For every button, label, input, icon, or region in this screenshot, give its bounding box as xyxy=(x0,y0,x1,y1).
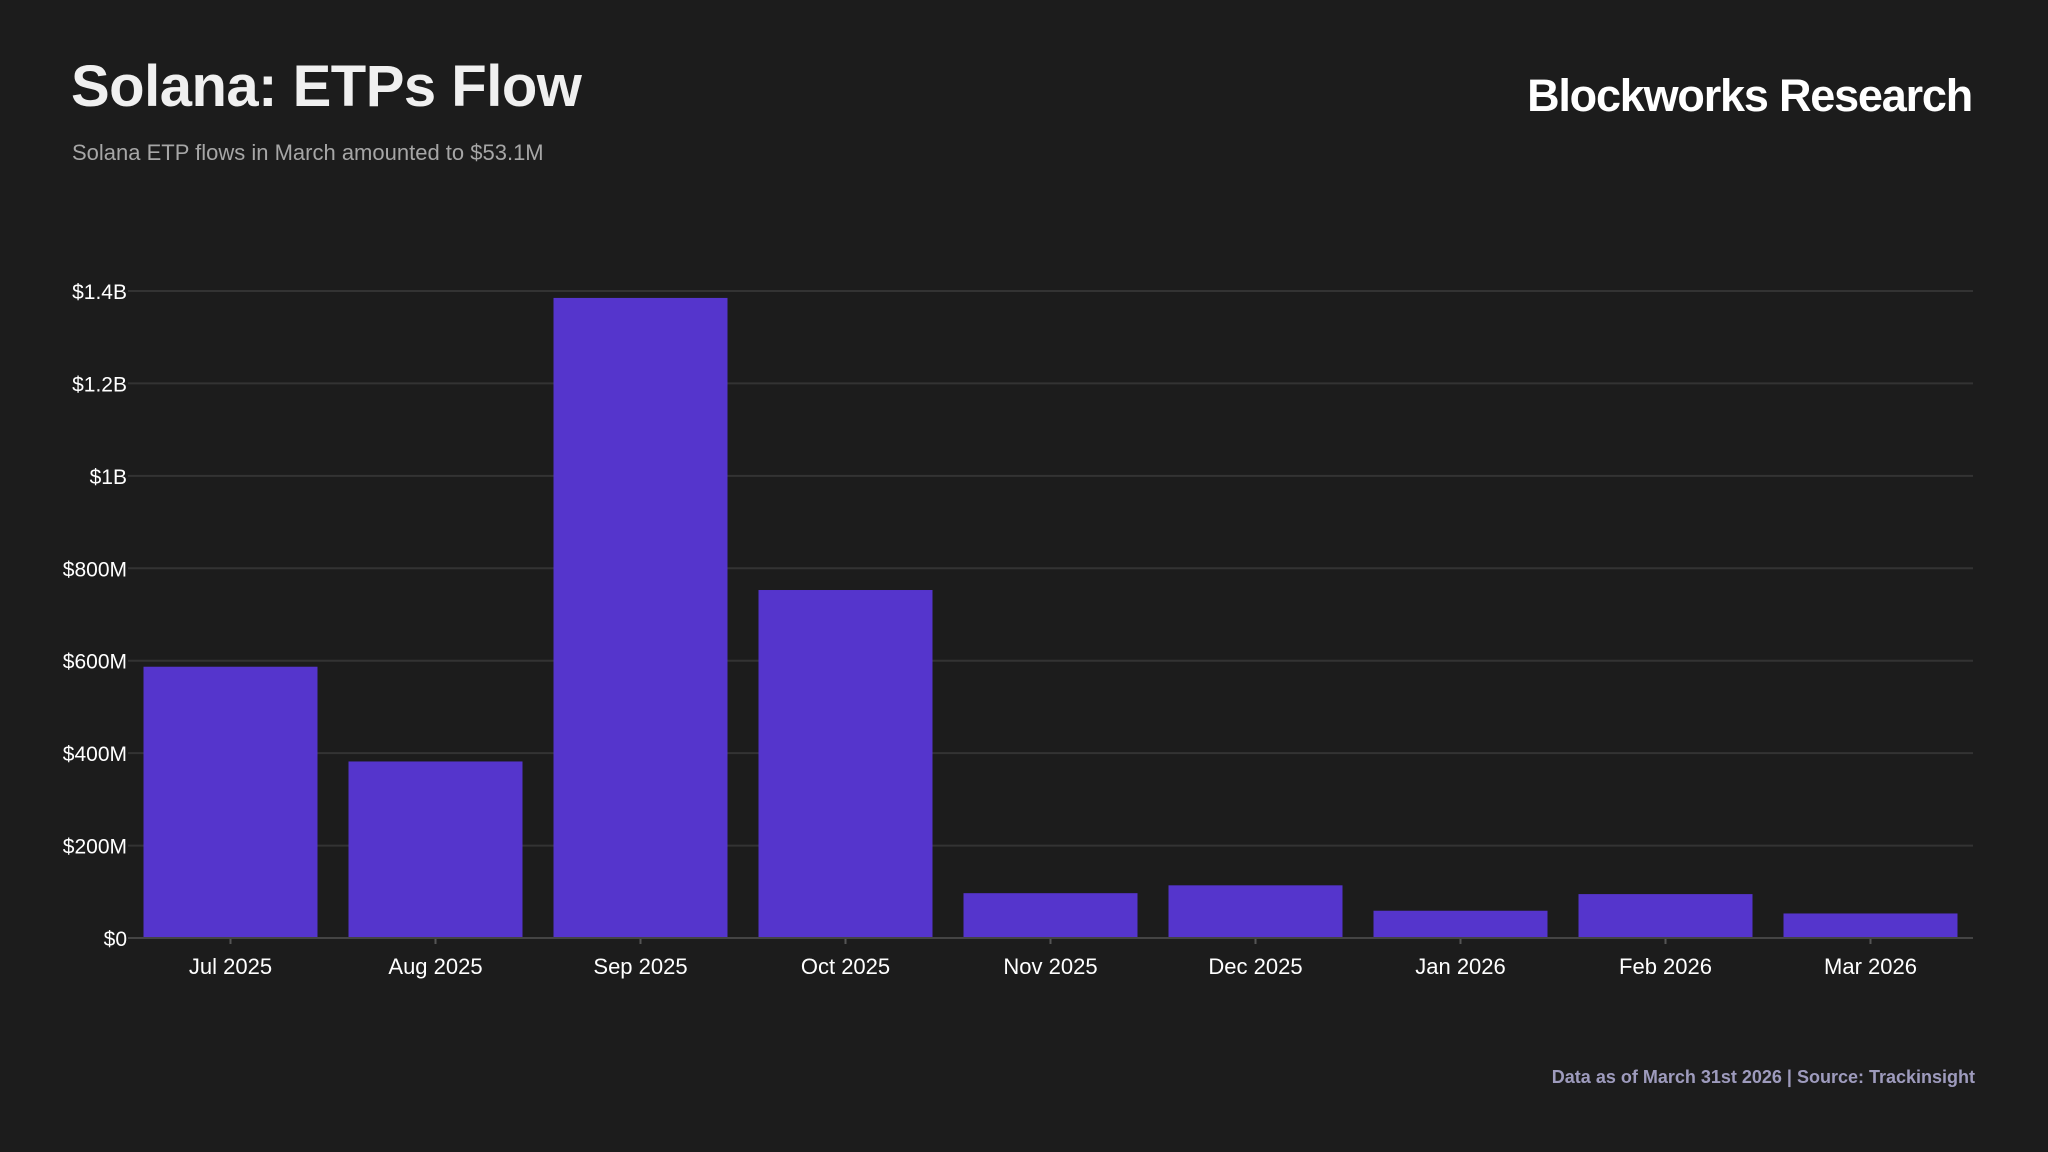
y-tick-label: $1B xyxy=(90,466,127,489)
y-tick-label: $200M xyxy=(63,836,127,859)
y-tick-label: $800M xyxy=(63,558,127,581)
chart-subtitle: Solana ETP flows in March amounted to $5… xyxy=(72,140,544,165)
x-tick-label: Mar 2026 xyxy=(1824,954,1917,979)
bar-nov-2025 xyxy=(963,893,1138,938)
bar-sep-2025 xyxy=(553,297,728,938)
y-tick-label: $400M xyxy=(63,743,127,766)
brand-logo: Blockworks Research xyxy=(1527,70,1973,121)
x-tick-label: Feb 2026 xyxy=(1619,954,1712,979)
x-tick-label: Aug 2025 xyxy=(388,954,482,979)
bar-dec-2025 xyxy=(1168,885,1343,938)
bar-aug-2025 xyxy=(348,761,523,938)
x-tick-label: Jul 2025 xyxy=(189,954,272,979)
bar-mar-2026 xyxy=(1783,913,1958,938)
bar-jan-2026 xyxy=(1373,910,1548,938)
axes: $0 $200M $400M $600M $800M $1B $1.2B $1.4B Jul 2… xyxy=(63,281,1973,979)
x-tick-label: Nov 2025 xyxy=(1003,954,1097,979)
x-tick-label: Sep 2025 xyxy=(593,954,687,979)
y-tick-label: $0 xyxy=(104,928,127,951)
x-tick-label: Oct 2025 xyxy=(801,954,890,979)
bar-series xyxy=(143,297,1958,938)
source-note: Data as of March 31st 2026 | Source: Tra… xyxy=(1551,1067,1975,1087)
x-tick-label: Jan 2026 xyxy=(1415,954,1506,979)
y-tick-label: $600M xyxy=(63,651,127,674)
y-tick-label: $1.4B xyxy=(72,281,127,304)
bar-feb-2026 xyxy=(1578,894,1753,938)
x-tick-label: Dec 2025 xyxy=(1208,954,1302,979)
bar-oct-2025 xyxy=(758,590,933,938)
y-tick-label: $1.2B xyxy=(72,373,127,396)
bar-jul-2025 xyxy=(143,666,318,938)
chart-title: Solana: ETPs Flow xyxy=(71,54,582,119)
